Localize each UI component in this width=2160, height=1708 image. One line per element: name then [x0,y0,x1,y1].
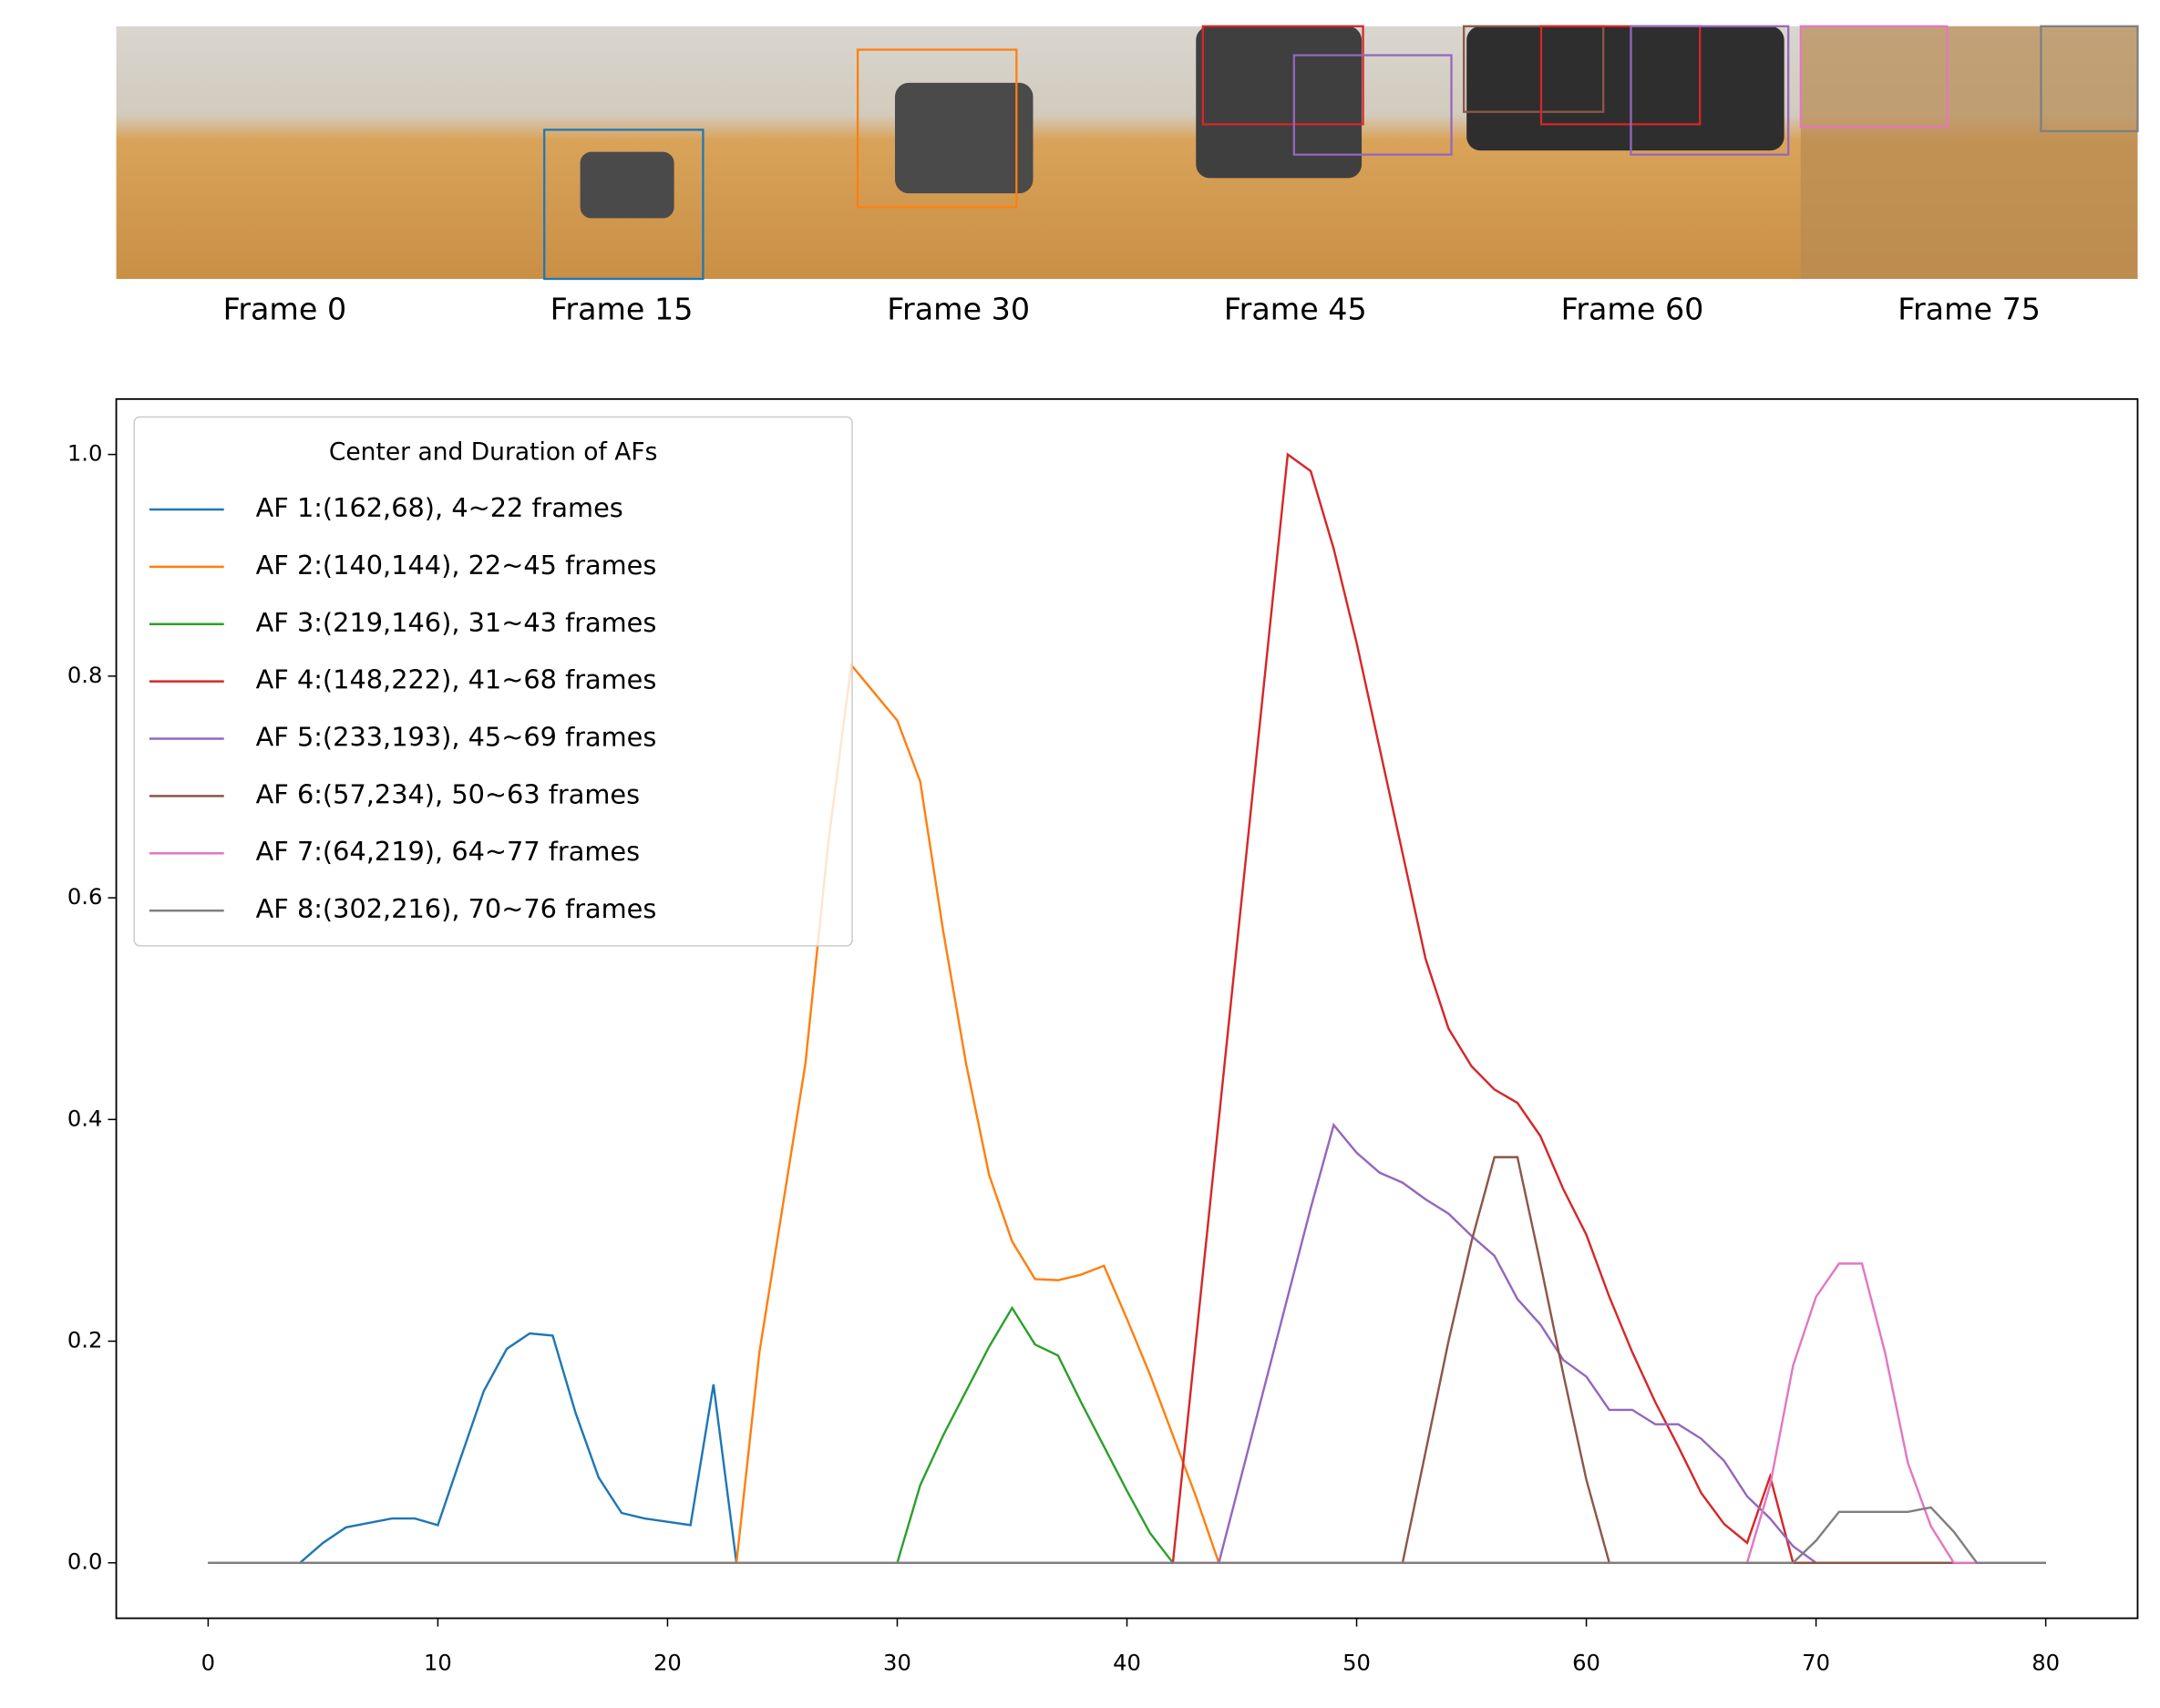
x-tick-label: 80 [2031,1651,2060,1676]
dust [1800,26,2138,280]
legend-title: Center and Duration of AFs [329,437,658,466]
y-tick-label: 0.0 [67,1549,103,1575]
frame-label: Frame 45 [1224,291,1367,326]
x-tick-label: 50 [1342,1651,1371,1676]
series-line [208,1506,2046,1564]
series-line [208,1332,2046,1564]
y-tick-label: 0.4 [67,1106,103,1131]
x-tick-label: 40 [1113,1651,1141,1676]
af-box [1799,25,1949,129]
x-tick-label: 70 [1802,1651,1830,1676]
frame-label: Frame 60 [1561,291,1704,326]
legend-label: AF 6:(57,234), 50~63 frames [256,778,640,809]
x-tick-label: 10 [424,1651,452,1676]
x-tick-label: 20 [653,1651,682,1676]
af-box [543,129,705,281]
car [894,82,1034,194]
frame-label: Frame 75 [1898,291,2041,326]
y-tick-label: 1.0 [67,441,103,467]
legend-label: AF 2:(140,144), 22~45 frames [256,550,657,581]
af-box [1539,25,1702,126]
legend-label: AF 8:(302,216), 70~76 frames [256,893,657,924]
frame-label: Frame 30 [887,291,1030,326]
legend-box [133,416,853,947]
x-tick-label: 30 [883,1651,911,1676]
x-tick-label: 60 [1572,1651,1600,1676]
af-box [1201,25,1364,126]
car [1196,26,1363,179]
legend-label: AF 4:(148,222), 41~68 frames [256,664,657,695]
series-line [208,1156,2046,1564]
legend-label: AF 5:(233,193), 45~69 frames [256,722,657,753]
series-line [208,1305,2046,1564]
y-tick-label: 0.8 [67,663,103,688]
af-box [2040,25,2139,133]
series-line [208,1122,2046,1564]
y-tick-label: 0.2 [67,1328,103,1353]
af-box [1463,25,1605,113]
legend-label: AF 7:(64,219), 64~77 frames [256,836,640,867]
x-tick-label: 0 [201,1651,215,1676]
car [1466,26,1785,151]
frame-label: Frame 0 [223,291,347,326]
legend-label: AF 1:(162,68), 4~22 frames [256,492,623,523]
af-box [1630,25,1790,156]
plot-frame [115,397,2139,1620]
frame-label: Frame 15 [550,291,694,326]
frame-strip [116,25,2139,281]
car [580,151,674,219]
af-box [856,48,1018,209]
legend-label: AF 3:(219,146), 31~43 frames [256,607,657,638]
af-box [1292,54,1453,156]
y-tick-label: 0.6 [67,884,103,910]
